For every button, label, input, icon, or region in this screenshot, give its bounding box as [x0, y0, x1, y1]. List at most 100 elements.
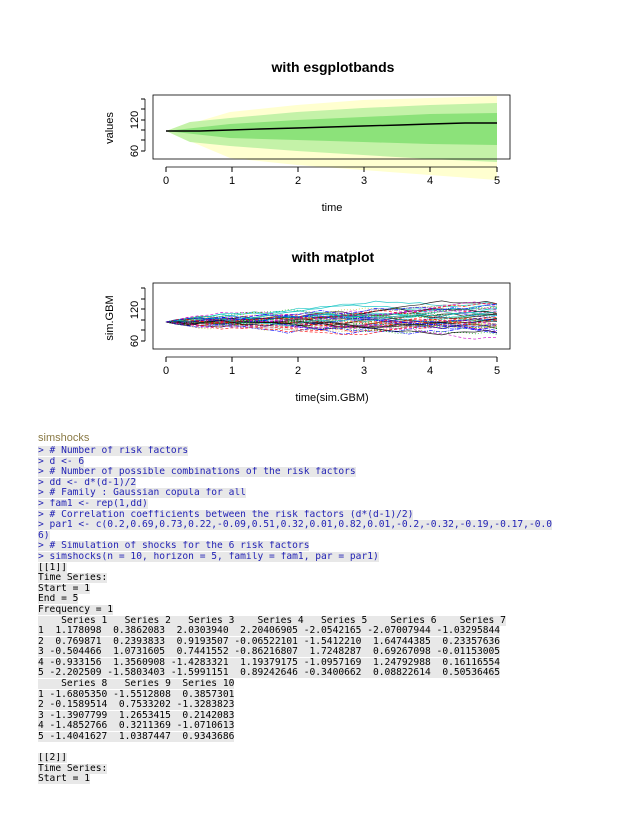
console-output-line: Start = 1	[38, 583, 602, 595]
simulated-path-line	[165, 317, 498, 334]
plot2-y-axis: 60 120	[129, 287, 146, 347]
console-output-line: 4 -0.933156 1.3560908 -1.4283321 1.19379…	[38, 657, 602, 669]
console-line-text: 2 -0.1589514 0.7533202 -1.3283823	[38, 700, 235, 711]
x-tick-label: 1	[229, 365, 235, 377]
console-command-line: > dd <- d*(d-1)/2	[38, 477, 602, 489]
console-command-line: > # Number of possible combinations of t…	[38, 467, 602, 478]
esgplotbands-plot: with esgplotbands 0 1 2 3 4 5	[0, 48, 638, 228]
console-line-text: 6)	[38, 530, 50, 541]
matplot-plot: with matplot 0 1 2 3 4 5 60 1	[0, 238, 638, 418]
console-output-line: 3 -0.504466 1.0731605 0.7441552 -0.86216…	[38, 647, 602, 658]
simulated-path-line	[165, 317, 498, 325]
simulated-path-line	[165, 312, 498, 327]
x-tick-label: 3	[361, 175, 367, 187]
simulated-path-line	[165, 315, 498, 329]
plot2-title: with matplot	[291, 249, 375, 265]
console-output-line: 5 -1.4041627 1.0387447 0.9343686	[38, 732, 602, 743]
plot2-xlabel: time(sim.GBM)	[295, 392, 368, 404]
console-output-line: [[2]]	[38, 753, 602, 764]
console-output-line: 1 1.178098 0.3862083 2.0303940 2.2040690…	[38, 626, 602, 637]
console-line-text: 5 -2.202509 -1.5803403 -1.5991151 0.8924…	[38, 668, 501, 679]
plot2-x-axis: 0 1 2 3 4 5	[163, 356, 500, 377]
console-output-line: [[1]]	[38, 562, 602, 574]
console-command-line: > # Simulation of shocks for the 6 risk …	[38, 541, 602, 552]
console-output-line: 1 -1.6805350 -1.5512808 0.3857301	[38, 689, 602, 701]
console-line-text: Time Series:	[38, 573, 108, 584]
simulated-path-line	[165, 311, 498, 323]
console-output-line: 5 -2.202509 -1.5803403 -1.5991151 0.8924…	[38, 668, 602, 679]
plot2-box	[152, 282, 511, 350]
console-line-text: Series 1 Series 2 Series 3 Series 4 Seri…	[38, 615, 506, 626]
console-output-line: 2 0.769871 0.2393833 0.9193507 -0.065221…	[38, 636, 602, 648]
console-line-text: 3 -1.3907799 1.2653415 0.2142083	[38, 710, 235, 721]
plot1-x-axis: 0 1 2 3 4 5	[163, 166, 500, 187]
plot1-title: with esgplotbands	[271, 59, 395, 75]
simulated-path-line	[165, 315, 498, 324]
esgplotbands-chart: with esgplotbands 0 1 2 3 4 5	[104, 59, 511, 214]
median-line	[166, 122, 497, 132]
x-tick-label: 5	[494, 365, 500, 377]
matplot-chart: with matplot 0 1 2 3 4 5 60 1	[104, 249, 511, 404]
console-output-line: 4 -1.4852766 0.3211369 -1.0710613	[38, 721, 602, 732]
simulated-path-line	[165, 320, 498, 335]
console-command-line: > # Correlation coefficients between the…	[38, 509, 602, 521]
console-output-line: Frequency = 1	[38, 604, 602, 616]
console-output-line: Start = 1	[38, 774, 602, 785]
x-tick-label: 5	[494, 175, 500, 187]
console-output-line: 3 -1.3907799 1.2653415 0.2142083	[38, 710, 602, 722]
simulated-path-line	[165, 303, 498, 323]
x-tick-label: 4	[427, 175, 433, 187]
simulated-path-line	[165, 316, 498, 332]
band-inner	[166, 113, 497, 145]
console-line-text: Time Series:	[38, 763, 108, 774]
simulated-path-line	[165, 300, 498, 323]
console-line-text: End = 5	[38, 594, 79, 605]
matplot-series-lines	[165, 300, 498, 340]
console-command-line: > fam1 <- rep(1,dd)	[38, 498, 602, 510]
y-tick-label: 60	[129, 145, 141, 157]
section-label: simshocks	[38, 432, 90, 444]
console-line-text: 3 -0.504466 1.0731605 0.7441552 -0.86216…	[38, 647, 501, 658]
console-command-line: > # Family : Gaussian copula for all	[38, 488, 602, 499]
console-output-line: 2 -0.1589514 0.7533202 -1.3283823	[38, 700, 602, 711]
console-output-line: Time Series:	[38, 763, 602, 775]
console-line-text: 1 1.178098 0.3862083 2.0303940 2.2040690…	[38, 626, 501, 637]
console-output-line: End = 5	[38, 594, 602, 605]
console-line-text: > # Correlation coefficients between the…	[38, 509, 414, 520]
console-line-text: 1 -1.6805350 -1.5512808 0.3857301	[38, 689, 235, 700]
y-tick-label: 60	[129, 335, 141, 347]
console-output-line: Time Series:	[38, 573, 602, 584]
console-line-text: [[2]]	[38, 753, 67, 764]
simulated-path-line	[165, 317, 498, 329]
console-output-line: Series 1 Series 2 Series 3 Series 4 Seri…	[38, 615, 602, 627]
simulated-path-line	[165, 302, 498, 323]
console-output-line: Series 8 Series 9 Series 10	[38, 679, 602, 690]
simulated-path-line	[165, 311, 498, 327]
console-line-text: > # Number of possible combinations of t…	[38, 467, 356, 478]
console-command-line: > d <- 6	[38, 456, 602, 468]
plot1-xlabel: time	[322, 202, 343, 214]
console-line-text: Series 8 Series 9 Series 10	[38, 679, 235, 690]
plot2-ylabel: sim.GBM	[104, 295, 116, 340]
console-command-line: > par1 <- c(0.2,0.69,0.73,0.22,-0.09,0.5…	[38, 520, 602, 531]
simulated-path-line	[166, 320, 498, 336]
r-console-output: > # Number of risk factors > d <- 6 > # Nu…	[38, 446, 602, 785]
x-tick-label: 1	[229, 175, 235, 187]
plot1-ylabel: values	[104, 112, 116, 144]
console-line-text: > # Simulation of shocks for the 6 risk …	[38, 541, 310, 552]
x-tick-label: 2	[295, 365, 301, 377]
console-line-text: > dd <- d*(d-1)/2	[38, 477, 137, 488]
console-line-text: > simshocks(n = 10, horizon = 5, family …	[38, 551, 379, 562]
plot1-y-axis: 60 120	[129, 98, 146, 157]
x-tick-label: 0	[163, 175, 169, 187]
console-line-text: 4 -0.933156 1.3560908 -1.4283321 1.19379…	[38, 657, 501, 668]
console-blank-line	[38, 743, 602, 754]
console-line-text: 5 -1.4041627 1.0387447 0.9343686	[38, 732, 235, 743]
console-line-text: > # Number of risk factors	[38, 446, 189, 456]
y-tick-label: 120	[129, 301, 141, 319]
plot1-box	[152, 94, 511, 160]
console-command-line: 6)	[38, 530, 602, 542]
simulated-path-line	[165, 316, 498, 328]
x-tick-label: 0	[163, 365, 169, 377]
console-line-text: 4 -1.4852766 0.3211369 -1.0710613	[38, 721, 235, 732]
